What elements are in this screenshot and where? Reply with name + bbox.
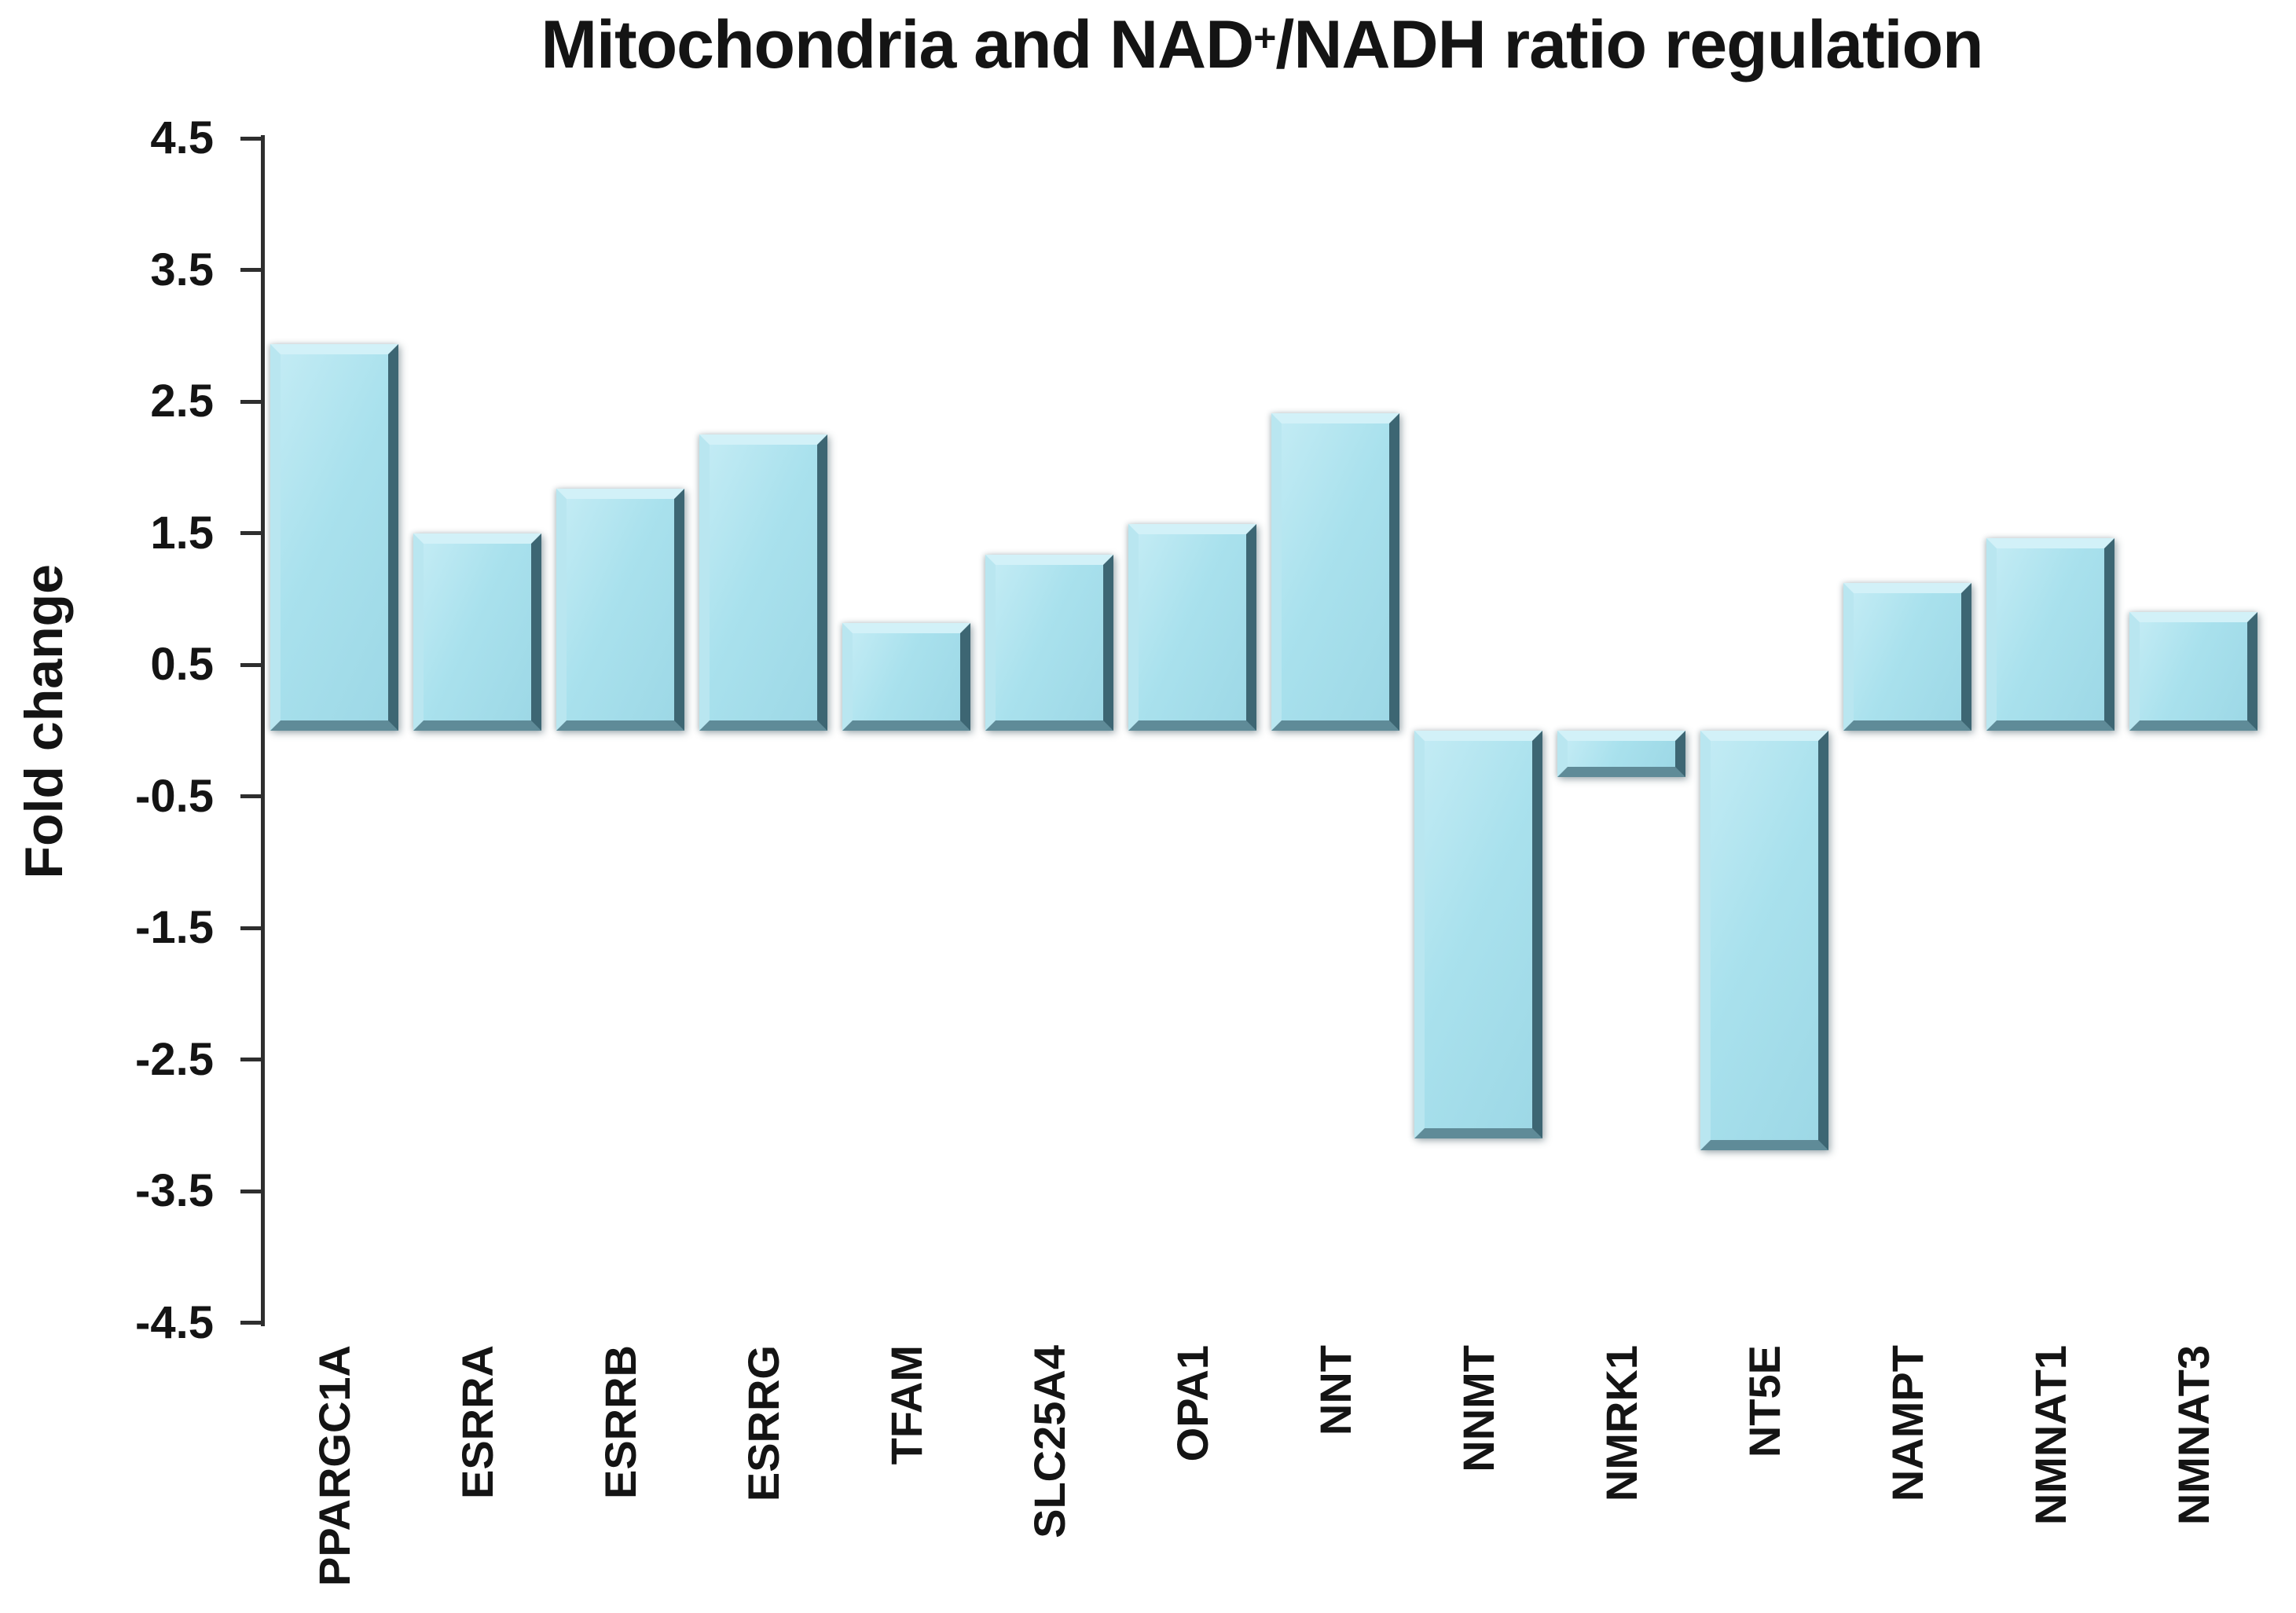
y-tick-label: -2.5	[135, 1033, 214, 1085]
x-tick-label-nnmt: NNMT	[1453, 1345, 1503, 1472]
bar-esrrb	[556, 488, 684, 731]
bar-tfam	[842, 622, 970, 731]
x-tick-label-nnt: NNT	[1310, 1345, 1360, 1436]
y-tick-mark	[240, 1321, 262, 1325]
chart-title: Mitochondria and NAD+/NADH ratio regulat…	[251, 6, 2272, 84]
x-tick-label-esrrb: ESRRB	[595, 1345, 645, 1500]
y-tick-mark	[240, 662, 262, 667]
x-tick-label-esrra: ESRRA	[452, 1345, 502, 1500]
bar-nnt	[1271, 413, 1399, 731]
y-axis-title: Fold change	[14, 564, 74, 879]
chart-title-prefix: Mitochondria and NAD	[541, 7, 1254, 82]
bar-ppargc1a	[270, 343, 398, 731]
y-tick-mark	[240, 268, 262, 273]
y-tick-mark	[240, 531, 262, 536]
y-tick-label: -3.5	[135, 1165, 214, 1217]
bar-opa1	[1128, 524, 1256, 731]
bar-nmnat3	[2129, 612, 2257, 731]
y-tick-label: -0.5	[135, 770, 214, 822]
chart-title-suffix: /NADH ratio regulation	[1275, 7, 1983, 82]
bar-nmnat1	[1986, 538, 2114, 731]
bar-nnmt	[1414, 731, 1542, 1139]
y-tick-label: 4.5	[150, 112, 214, 164]
y-tick-mark	[240, 1058, 262, 1062]
bar-esrra	[413, 533, 541, 731]
x-tick-label-slc25a4: SLC25A4	[1024, 1345, 1074, 1538]
y-tick-label: -4.5	[135, 1296, 214, 1348]
bar-slc25a4	[985, 554, 1113, 731]
y-axis-line	[261, 135, 265, 1326]
x-tick-label-esrrg: ESRRG	[738, 1345, 788, 1502]
bar-nt5e	[1700, 731, 1828, 1151]
y-tick-label: 3.5	[150, 244, 214, 295]
x-tick-label-nmnat1: NMNAT1	[2025, 1345, 2075, 1526]
y-tick-mark	[240, 136, 262, 141]
x-tick-label-tfam: TFAM	[881, 1345, 931, 1465]
x-tick-label-nampt: NAMPT	[1882, 1345, 1932, 1502]
x-tick-label-ppargc1a: PPARGC1A	[309, 1345, 359, 1587]
y-tick-mark	[240, 926, 262, 930]
bar-esrrg	[699, 434, 827, 731]
y-tick-label: 2.5	[150, 376, 214, 427]
y-tick-label: -1.5	[135, 902, 214, 954]
bar-nmrk1	[1557, 731, 1685, 777]
x-tick-label-nmnat3: NMNAT3	[2168, 1345, 2218, 1526]
y-tick-label: 0.5	[150, 639, 214, 691]
y-tick-mark	[240, 399, 262, 404]
x-tick-label-nt5e: NT5E	[1739, 1345, 1789, 1458]
bar-nampt	[1843, 583, 1971, 731]
chart-title-superscript: +	[1253, 16, 1276, 60]
y-tick-label: 1.5	[150, 507, 214, 559]
y-tick-mark	[240, 1189, 262, 1193]
x-tick-label-opa1: OPA1	[1167, 1345, 1217, 1462]
x-tick-label-nmrk1: NMRK1	[1596, 1345, 1646, 1502]
y-tick-mark	[240, 794, 262, 799]
